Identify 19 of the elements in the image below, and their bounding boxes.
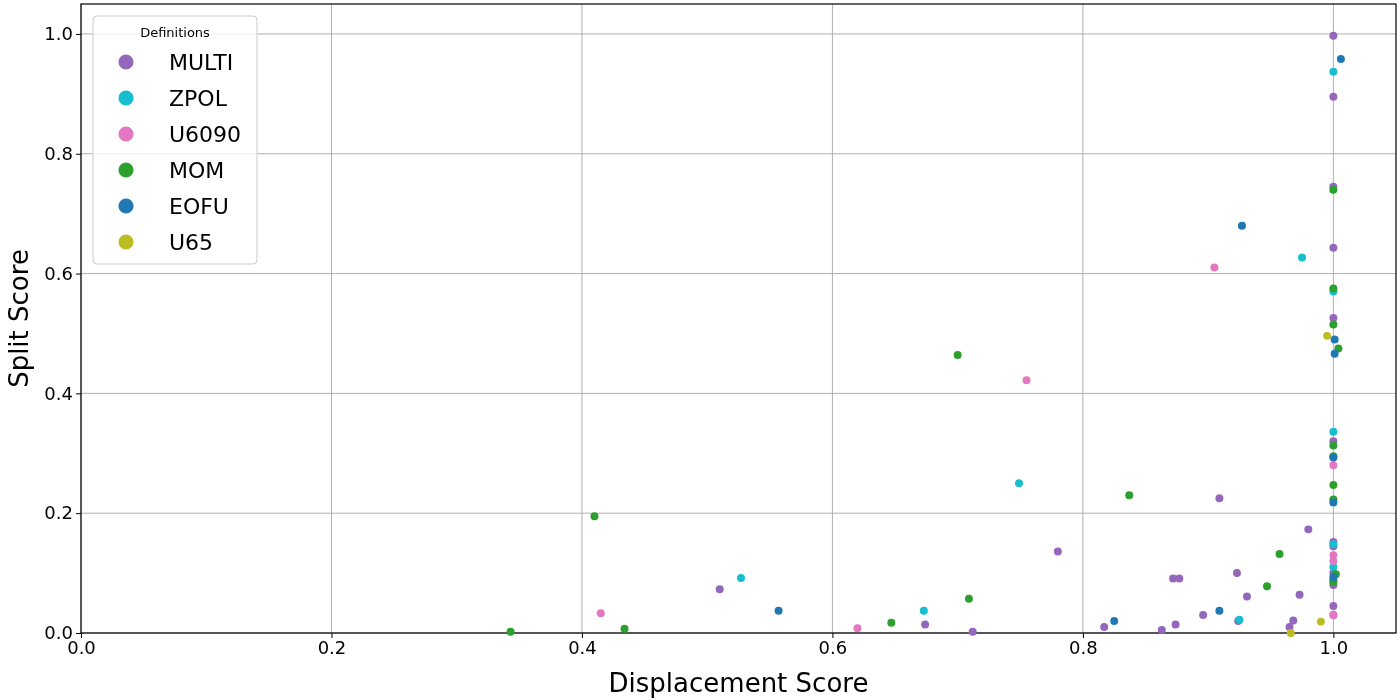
legend-title: Definitions [140,25,211,40]
y-tick-label: 0.4 [44,382,73,404]
y-tick-label: 0.6 [44,262,73,284]
y-tick-label: 0.8 [44,143,73,165]
y-axis-title: Split Score [4,249,34,388]
x-tick-label: 1.0 [1319,636,1349,658]
x-tick-label: 0.2 [317,636,347,658]
x-tick-label: 0.8 [1069,636,1098,658]
x-tick-label: 0.4 [568,636,597,658]
legend-label: EOFU [169,194,229,219]
y-tick-label: 1.0 [44,23,73,45]
x-tick-label: 0.6 [818,636,848,658]
x-axis-title: Displacement Score [608,668,869,698]
y-tick-label: 0.2 [44,502,73,524]
legend-label: U65 [169,230,214,255]
legend-label: U6090 [169,122,242,147]
legend-label: ZPOL [169,86,228,111]
legend-label: MULTI [169,50,234,75]
legend-label: MOM [169,158,225,183]
